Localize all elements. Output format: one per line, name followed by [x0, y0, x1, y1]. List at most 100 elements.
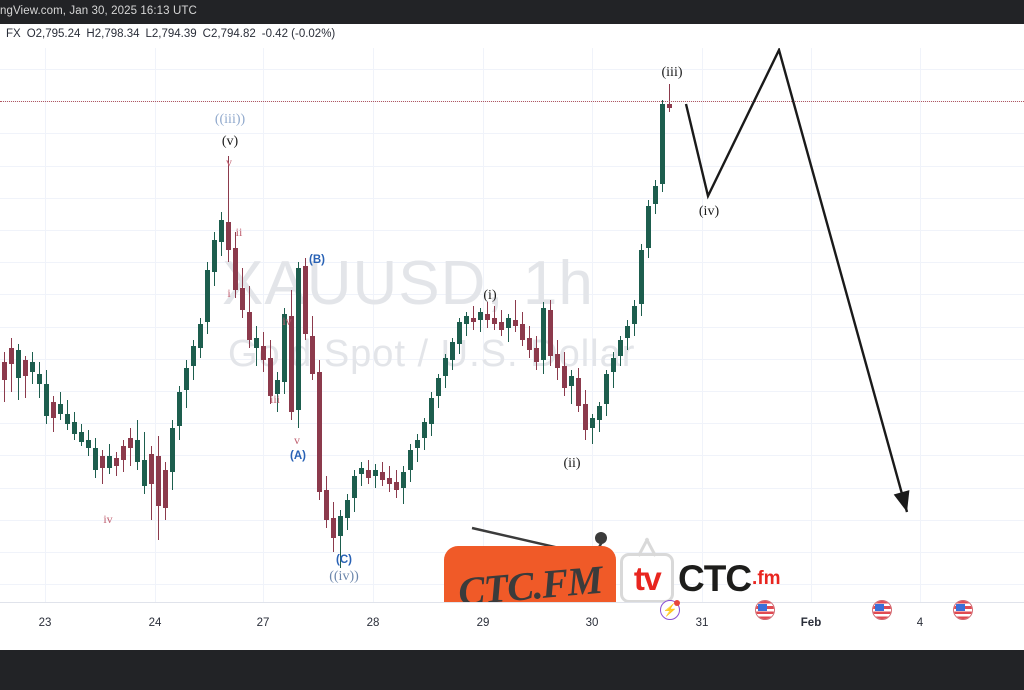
candle-body: [219, 220, 224, 242]
candle-body: [646, 206, 651, 248]
candle-body: [359, 468, 364, 474]
candle-body: [93, 448, 98, 470]
candle-body: [513, 320, 518, 326]
candle-body: [450, 342, 455, 360]
candle-body: [282, 314, 287, 382]
candle-body: [156, 456, 161, 506]
legend-exchange: FX: [6, 28, 21, 40]
gridline-vertical: [45, 48, 46, 602]
candle-body: [142, 460, 147, 486]
candle-body: [30, 362, 35, 372]
candle-body: [16, 350, 21, 378]
gridline-horizontal: [0, 133, 1024, 134]
projection-polyline: [684, 48, 909, 513]
candle-body: [86, 440, 91, 448]
candle-body: [121, 446, 126, 460]
bolt-glyph: ⚡: [660, 600, 680, 620]
candle-body: [9, 348, 14, 364]
candle-body: [548, 310, 553, 356]
us-flag-event-icon[interactable]: [872, 600, 892, 620]
wave-label: iv: [103, 512, 113, 526]
candle-wick: [228, 156, 229, 262]
candle-body: [373, 470, 378, 476]
candle-body: [44, 384, 49, 416]
candle-body: [135, 440, 140, 462]
candle-body: [191, 346, 196, 366]
economic-event-bolt-icon[interactable]: ⚡: [660, 600, 680, 620]
price-line: [0, 101, 1024, 102]
wave-label: iv: [282, 314, 292, 328]
legend-close: C2,794.82: [202, 28, 256, 40]
legend-low: L2,794.39: [145, 28, 197, 40]
candle-body: [177, 392, 182, 426]
candle-wick: [340, 510, 341, 568]
wave-label: ((iii)): [214, 112, 246, 127]
candle-body: [338, 516, 343, 536]
candle-body: [37, 374, 42, 384]
candle-body: [625, 326, 630, 338]
us-flag-event-icon[interactable]: [755, 600, 775, 620]
titlebar-text: ngView.com, Jan 30, 2025 16:13 UTC: [0, 5, 197, 17]
candle-wick: [25, 356, 26, 398]
candle-body: [632, 306, 637, 324]
candle-body: [58, 404, 63, 414]
candle-body: [317, 372, 322, 492]
candle-body: [198, 324, 203, 348]
gridline-vertical: [155, 48, 156, 602]
candle-body: [653, 186, 658, 204]
candle-body: [380, 472, 385, 480]
candle-body: [478, 312, 483, 320]
wave-label: i: [227, 286, 231, 300]
gridline-horizontal: [0, 488, 1024, 489]
gridline-vertical: [373, 48, 374, 602]
wave-label: iii: [269, 392, 281, 406]
gridline-horizontal: [0, 391, 1024, 392]
wave-label: (iv): [698, 204, 720, 219]
candle-wick: [466, 312, 467, 336]
time-axis-tick: 23: [38, 617, 52, 629]
time-axis[interactable]: 23 24 27 28 29 30 31 Feb 4: [0, 602, 1024, 651]
candle-body: [527, 338, 532, 350]
candle-body: [261, 346, 266, 360]
ctcfm-logo[interactable]: CTC.FM: [444, 546, 616, 602]
candle-body: [541, 308, 546, 360]
candle-body: [590, 418, 595, 428]
candle-body: [422, 422, 427, 438]
us-flag-event-icon[interactable]: [953, 600, 973, 620]
flag-glyph: [755, 600, 775, 620]
candle-body: [429, 398, 434, 424]
time-axis-tick: 28: [366, 617, 380, 629]
chart-plot-area[interactable]: XAUUSD, 1h Gold Spot / U.S. Dollar ((iii…: [0, 48, 1024, 602]
notification-dot: [674, 600, 680, 606]
time-axis-tick: 27: [256, 617, 270, 629]
flag-glyph: [953, 600, 973, 620]
candle-body: [170, 428, 175, 472]
gridline-horizontal: [0, 198, 1024, 199]
gridline-horizontal: [0, 327, 1024, 328]
candle-body: [212, 240, 217, 272]
candle-body: [576, 378, 581, 406]
legend-high: H2,798.34: [86, 28, 140, 40]
time-axis-tick: 30: [585, 617, 599, 629]
candle-body: [639, 250, 644, 304]
candle-body: [275, 380, 280, 394]
candle-body: [401, 472, 406, 488]
candle-body: [240, 288, 245, 310]
candle-wick: [11, 338, 12, 392]
time-axis-tick: 31: [695, 617, 709, 629]
candle-body: [555, 354, 560, 368]
legend-open: O2,795.24: [26, 28, 81, 40]
tv-label: tv: [633, 559, 662, 597]
gridline-vertical: [592, 48, 593, 602]
tvctcfm-logo[interactable]: tv CTC .fm: [620, 537, 781, 602]
candle-body: [660, 104, 665, 184]
candle-body: [366, 470, 371, 478]
gridline-horizontal: [0, 455, 1024, 456]
candle-body: [499, 322, 504, 330]
candle-body: [254, 338, 259, 348]
candle-body: [520, 324, 525, 340]
candle-body: [226, 222, 231, 250]
time-axis-tick: Feb: [800, 617, 822, 629]
gridline-horizontal: [0, 69, 1024, 70]
